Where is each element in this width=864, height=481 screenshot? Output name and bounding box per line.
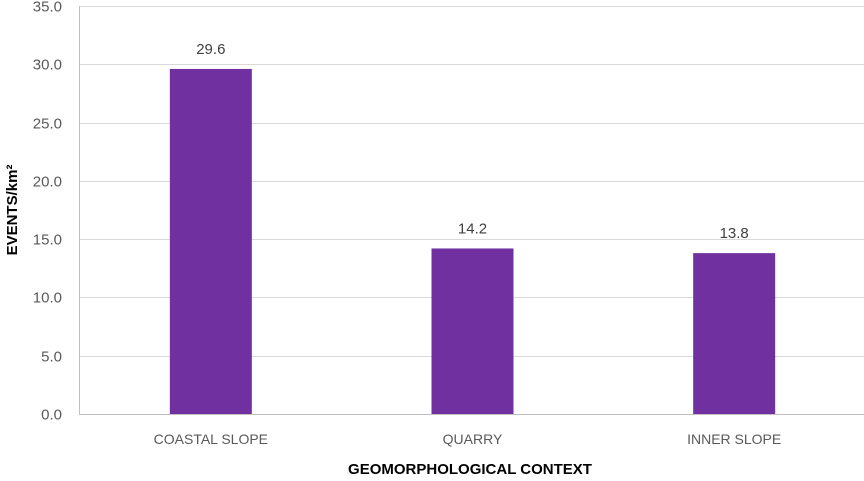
- x-tick-label: COASTAL SLOPE: [154, 431, 268, 447]
- y-tick-label: 0.0: [41, 407, 62, 424]
- x-tick-label: INNER SLOPE: [687, 431, 781, 447]
- x-tick-labels: COASTAL SLOPE QUARRY INNER SLOPE: [154, 431, 782, 447]
- y-axis-title: EVENTS/km²: [4, 165, 21, 256]
- y-tick-labels: 0.0 5.0 10.0 15.0 20.0 25.0 30.0 35.0: [33, 0, 62, 424]
- y-tick-label: 15.0: [33, 232, 62, 249]
- bar: [431, 248, 514, 414]
- x-axis-title: GEOMORPHOLOGICAL CONTEXT: [348, 461, 592, 476]
- y-tick-label: 5.0: [41, 349, 62, 366]
- data-label: 14.2: [458, 220, 487, 237]
- y-tick-label: 10.0: [33, 290, 62, 307]
- y-tick-label: 25.0: [33, 116, 62, 133]
- data-labels: 29.6 14.2 13.8: [196, 41, 749, 242]
- y-tick-label: 35.0: [33, 0, 62, 16]
- bar: [169, 68, 252, 414]
- bars: [169, 68, 776, 414]
- data-label: 13.8: [720, 225, 749, 242]
- y-tick-label: 20.0: [33, 174, 62, 191]
- bar: [693, 253, 776, 414]
- data-label: 29.6: [196, 41, 225, 58]
- y-tick-label: 30.0: [33, 57, 62, 74]
- axes: [79, 6, 864, 415]
- x-tick-label: QUARRY: [443, 431, 503, 447]
